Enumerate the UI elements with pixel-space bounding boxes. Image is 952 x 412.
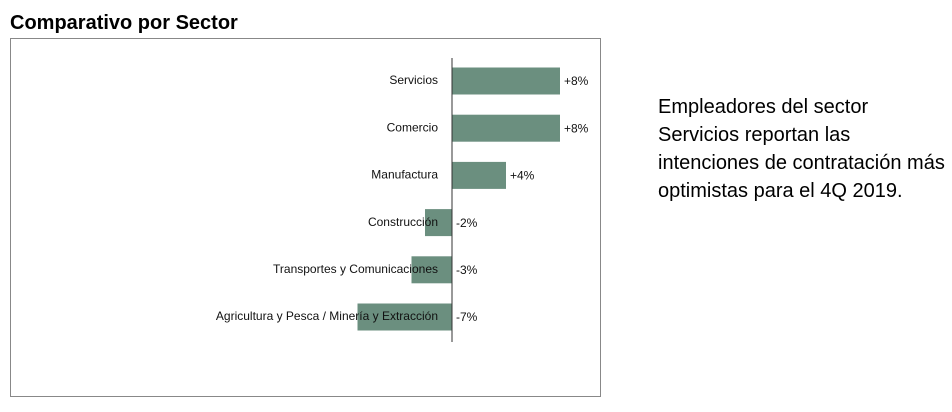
value-label: -2% — [456, 216, 478, 230]
category-label: Transportes y Comunicaciones — [273, 262, 438, 276]
category-label: Manufactura — [371, 168, 438, 182]
bar — [452, 67, 560, 95]
bar — [452, 114, 560, 142]
bar — [411, 256, 452, 284]
annotation: Empleadores del sector Servicios reporta… — [658, 96, 945, 202]
category-label: Servicios — [389, 73, 438, 87]
category-label: Agricultura y Pesca / Minería y Extracci… — [216, 309, 438, 323]
bar — [425, 209, 452, 237]
bar — [452, 161, 506, 189]
value-label: +4% — [510, 169, 535, 183]
value-label: +8% — [564, 74, 589, 88]
bar — [357, 303, 452, 331]
category-label: Construcción — [368, 215, 438, 229]
chart-title: Comparativo por Sector — [10, 12, 238, 34]
value-label: +8% — [564, 121, 589, 135]
category-label: Comercio — [387, 120, 439, 134]
value-label: -3% — [456, 263, 478, 277]
value-label: -7% — [456, 310, 478, 324]
chart-frame — [10, 38, 601, 397]
